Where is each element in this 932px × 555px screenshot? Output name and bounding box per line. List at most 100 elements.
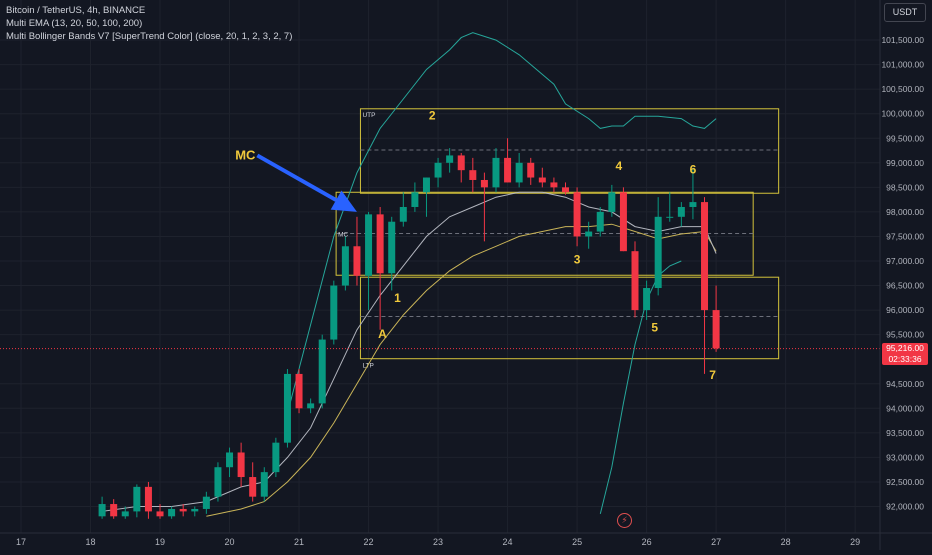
candle-up[interactable] xyxy=(202,491,210,514)
candle-down[interactable] xyxy=(376,206,384,330)
x-tick-label: 29 xyxy=(850,537,860,547)
y-tick-label: 99,000.00 xyxy=(886,158,924,168)
candle-up[interactable] xyxy=(388,216,396,291)
lightning-icon[interactable]: ⚡ xyxy=(617,513,632,528)
candle-up[interactable] xyxy=(121,506,129,519)
currency-button[interactable]: USDT xyxy=(884,3,926,22)
bollinger-lower-line xyxy=(599,260,682,515)
candle-body xyxy=(573,192,581,237)
candle-up[interactable] xyxy=(596,206,604,237)
candle-body xyxy=(226,452,234,468)
candle-down[interactable] xyxy=(527,157,535,185)
y-tick-label: 97,000.00 xyxy=(886,256,924,266)
zone-box[interactable] xyxy=(359,108,780,194)
candle-down[interactable] xyxy=(619,187,627,252)
candle-up[interactable] xyxy=(585,221,593,249)
candle-up[interactable] xyxy=(133,484,141,518)
candle-body xyxy=(677,206,685,217)
candle-up[interactable] xyxy=(214,462,222,502)
candle-up[interactable] xyxy=(272,437,280,478)
candle-up[interactable] xyxy=(434,157,442,188)
candle-body xyxy=(156,511,164,517)
legend-symbol[interactable]: Bitcoin / TetherUS, 4h, BINANCE xyxy=(6,5,146,16)
candle-body xyxy=(411,192,419,207)
y-tick-label: 94,500.00 xyxy=(886,379,924,389)
candle-body xyxy=(596,211,604,232)
candle-down[interactable] xyxy=(110,499,118,519)
candle-up[interactable] xyxy=(168,506,176,519)
legend-ema[interactable]: Multi EMA (13, 20, 50, 100, 200) xyxy=(6,18,143,29)
candle-up[interactable] xyxy=(654,197,662,296)
candle-down[interactable] xyxy=(573,187,581,247)
candle-body xyxy=(214,467,222,497)
candle-up[interactable] xyxy=(411,182,419,212)
candle-down[interactable] xyxy=(550,177,558,193)
indicator-lines xyxy=(0,32,880,517)
candle-body xyxy=(179,508,187,512)
candle-down[interactable] xyxy=(249,462,257,502)
candle-up[interactable] xyxy=(422,177,430,217)
candle-down[interactable] xyxy=(480,172,488,242)
legend-bollinger[interactable]: Multi Bollinger Bands V7 [SuperTrend Col… xyxy=(6,31,293,42)
candle-down[interactable] xyxy=(538,167,546,188)
candle-up[interactable] xyxy=(515,152,523,188)
candle-down[interactable] xyxy=(504,138,512,183)
x-tick-label: 25 xyxy=(572,537,582,547)
y-tick-label: 94,000.00 xyxy=(886,403,924,413)
candle-up[interactable] xyxy=(307,398,315,414)
candle-body xyxy=(110,504,118,517)
last-price: 95,216.00 xyxy=(886,343,924,353)
candle-down[interactable] xyxy=(156,504,164,519)
candle-down[interactable] xyxy=(701,197,709,374)
candle-down[interactable] xyxy=(469,157,477,193)
candle-up[interactable] xyxy=(226,447,234,478)
arrow-label: MC xyxy=(235,147,256,162)
candle-up[interactable] xyxy=(399,192,407,227)
candle-down[interactable] xyxy=(144,481,152,519)
candle-down[interactable] xyxy=(179,504,187,517)
candle-body xyxy=(527,162,535,178)
x-tick-label: 27 xyxy=(711,537,721,547)
candle-body xyxy=(457,155,465,171)
candle-down[interactable] xyxy=(712,285,720,352)
candle-body xyxy=(712,310,720,349)
candle-up[interactable] xyxy=(260,467,268,502)
zone-label: LTP xyxy=(362,363,373,370)
candle-body xyxy=(654,216,662,289)
candle-up[interactable] xyxy=(365,211,373,311)
candle-down[interactable] xyxy=(631,241,639,318)
candle-down[interactable] xyxy=(457,152,465,183)
candle-up[interactable] xyxy=(341,236,349,291)
candle-down[interactable] xyxy=(295,369,303,414)
candle-down[interactable] xyxy=(353,216,361,286)
y-tick-label: 93,000.00 xyxy=(886,452,924,462)
candle-body xyxy=(133,486,141,512)
candle-up[interactable] xyxy=(446,148,454,173)
candle-up[interactable] xyxy=(689,167,697,220)
candle-up[interactable] xyxy=(98,496,106,519)
candle-body xyxy=(237,452,245,478)
arrow-head[interactable] xyxy=(330,190,357,212)
candle-body xyxy=(376,214,384,274)
candle-up[interactable] xyxy=(492,148,500,193)
grid-lines xyxy=(0,0,880,533)
arrow-shaft[interactable] xyxy=(256,153,338,202)
wave-label: 7 xyxy=(709,368,716,382)
candle-up[interactable] xyxy=(643,280,651,320)
bar-countdown: 02:33:36 xyxy=(888,354,922,364)
candle-up[interactable] xyxy=(666,192,674,222)
candle-up[interactable] xyxy=(330,280,338,345)
wave-label: 1 xyxy=(394,291,401,305)
candle-up[interactable] xyxy=(318,334,326,409)
candle-down[interactable] xyxy=(561,182,569,195)
zone-box[interactable] xyxy=(359,276,780,360)
candle-up[interactable] xyxy=(677,202,685,227)
candle-up[interactable] xyxy=(191,506,199,517)
candle-down[interactable] xyxy=(237,442,245,487)
candle-body xyxy=(608,192,616,212)
candle-body xyxy=(283,373,291,443)
candle-up[interactable] xyxy=(608,184,616,217)
candle-up[interactable] xyxy=(283,369,291,448)
